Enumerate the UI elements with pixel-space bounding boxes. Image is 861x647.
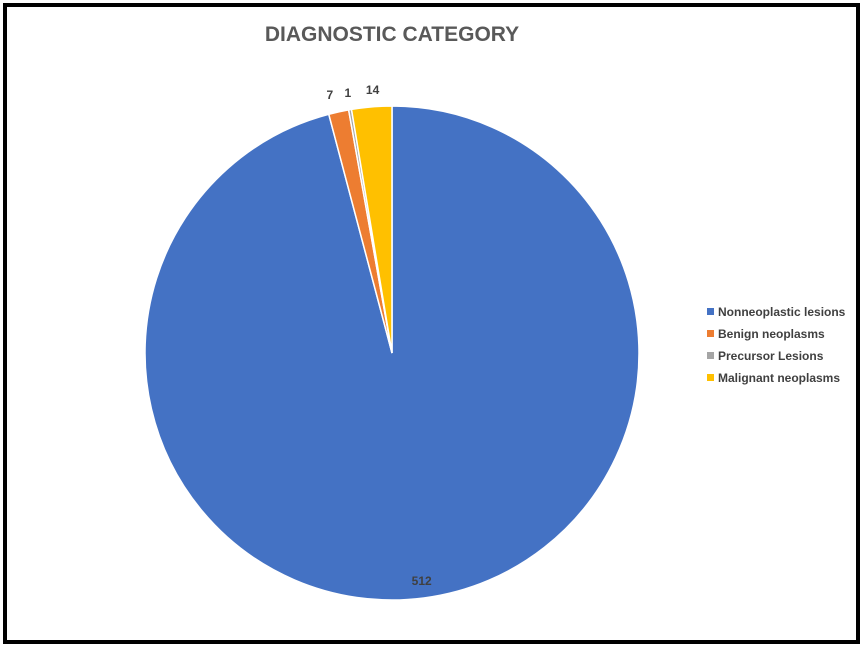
data-label-malignant-neoplasms: 14 [366,83,380,97]
pie-slice-malignant-neoplasms [350,105,393,354]
pie-chart: DIAGNOSTIC CATEGORY 512 7 1 14 Nonneoplasti… [144,23,846,601]
data-label-nonneoplastic-lesions: 512 [412,574,432,588]
chart-frame: DIAGNOSTIC CATEGORY 512 7 1 14 Nonneoplasti… [3,3,860,644]
data-label-precursor-lesions: 1 [345,86,352,100]
data-label-benign-neoplasms: 7 [327,88,334,102]
legend: Nonneoplastic lesions Benign neoplasms Pre… [707,305,846,385]
legend-swatch-benign-neoplasms [707,330,714,337]
legend-label-precursor-lesions: Precursor Lesions [718,349,824,363]
legend-swatch-malignant-neoplasms [707,374,714,381]
legend-label-malignant-neoplasms: Malignant neoplasms [718,371,840,385]
pie-slices [144,105,640,601]
pie-slice-nonneoplastic-lesions [144,105,640,601]
chart-title: DIAGNOSTIC CATEGORY [265,23,519,46]
data-labels: 512 7 1 14 [327,83,433,588]
legend-label-benign-neoplasms: Benign neoplasms [718,327,825,341]
legend-swatch-nonneoplastic-lesions [707,308,714,315]
legend-swatch-precursor-lesions [707,352,714,359]
legend-label-nonneoplastic-lesions: Nonneoplastic lesions [718,305,846,319]
